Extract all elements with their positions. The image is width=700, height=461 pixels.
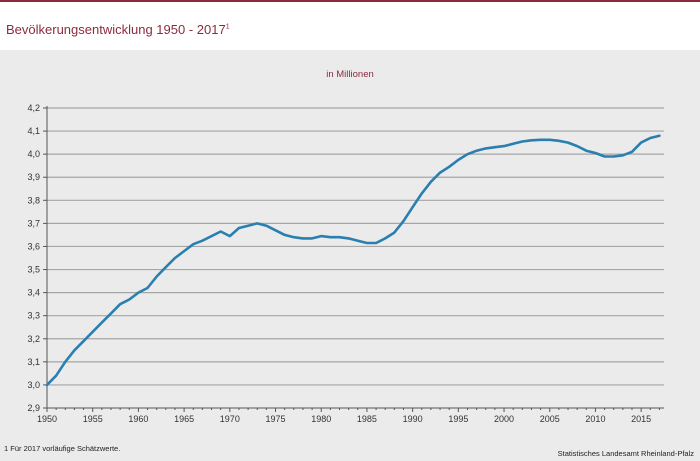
chart-title: Bevölkerungsentwicklung 1950 - 20171 [6, 22, 230, 37]
y-tick-label: 3,8 [27, 195, 40, 205]
y-tick-label: 3,5 [27, 265, 40, 275]
x-tick-label: 2000 [494, 414, 514, 424]
x-tick-label: 1995 [448, 414, 468, 424]
x-tick-label: 1975 [266, 414, 286, 424]
y-tick-label: 3,6 [27, 241, 40, 251]
x-tick-label: 1990 [403, 414, 423, 424]
x-tick-label: 1980 [311, 414, 331, 424]
y-tick-label: 3,3 [27, 311, 40, 321]
y-tick-label: 3,1 [27, 357, 40, 367]
population-line [45, 134, 661, 387]
x-tick-label: 1985 [357, 414, 377, 424]
y-tick-label: 3,2 [27, 334, 40, 344]
y-tick-label: 4,2 [27, 103, 40, 113]
x-tick-label: 1950 [37, 414, 57, 424]
chart-title-text: Bevölkerungsentwicklung 1950 - 2017 [6, 22, 226, 37]
y-tick-label: 3,9 [27, 172, 40, 182]
chart-header: Bevölkerungsentwicklung 1950 - 20171 [0, 0, 700, 50]
x-tick-label: 1965 [174, 414, 194, 424]
x-tick-label: 1955 [83, 414, 103, 424]
footnote: 1 Für 2017 vorläufige Schätzwerte. [4, 444, 121, 453]
source-credit: Statistisches Landesamt Rheinland-Pfalz [557, 449, 694, 458]
y-tick-label: 3,4 [27, 288, 40, 298]
x-tick-label: 2010 [585, 414, 605, 424]
unit-label: in Millionen [326, 69, 374, 80]
x-tick-label: 1970 [220, 414, 240, 424]
x-tick-label: 2015 [631, 414, 651, 424]
x-tick-label: 1960 [128, 414, 148, 424]
y-tick-label: 2,9 [27, 403, 40, 413]
y-tick-label: 3,0 [27, 380, 40, 390]
y-tick-label: 4,1 [27, 126, 40, 136]
y-tick-label: 3,7 [27, 218, 40, 228]
x-tick-label: 2005 [540, 414, 560, 424]
footnote-marker: 1 [225, 23, 230, 31]
y-tick-label: 4,0 [27, 149, 40, 159]
